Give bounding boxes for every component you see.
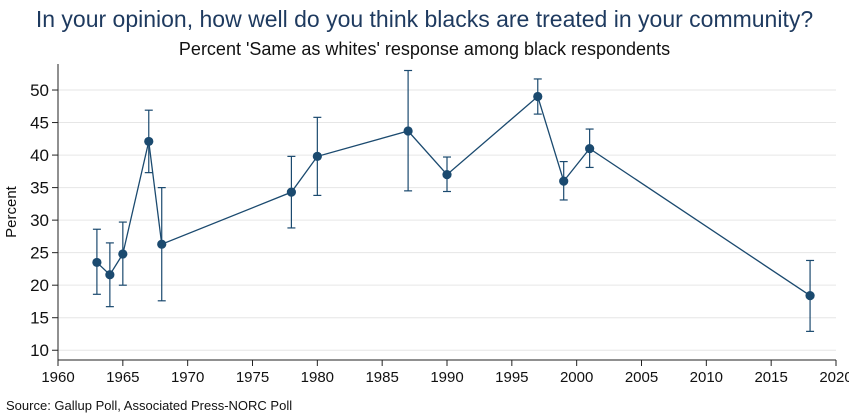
y-tick-label: 25 [30, 244, 49, 263]
gridlines [58, 89, 836, 351]
x-tick-label: 2020 [819, 369, 849, 386]
y-tick-label: 20 [30, 276, 49, 295]
data-point [442, 169, 452, 180]
y-tick-label: 40 [30, 146, 49, 165]
data-point [585, 143, 595, 154]
x-tick-label: 1990 [430, 369, 463, 386]
axes: 10 15 20 25 30 35 40 45 50 1960 1965 1970 1975 1980 19… [3, 64, 849, 386]
data-point [559, 176, 569, 186]
data-point [92, 257, 102, 268]
series-line [96, 95, 811, 297]
data-point [118, 249, 128, 259]
y-tick-label: 15 [30, 309, 49, 328]
data-point [805, 290, 815, 301]
y-tick-label: 35 [30, 179, 49, 198]
data-point [312, 151, 322, 161]
x-tick-label: 2015 [754, 369, 787, 386]
data-point [533, 91, 543, 102]
x-tick-label: 1975 [236, 369, 269, 386]
chart-subtitle: Percent 'Same as whites' response among … [178, 39, 671, 59]
source-note: Source: Gallup Poll, Associated Press-NO… [6, 398, 293, 413]
x-tick-label: 1995 [495, 369, 528, 386]
data-point [403, 126, 413, 136]
chart-title: In your opinion, how well do you think b… [35, 6, 814, 32]
x-tick-label: 1965 [106, 369, 139, 386]
x-tick-label: 1960 [41, 369, 74, 386]
y-tick-label: 10 [30, 341, 49, 360]
data-point [286, 187, 296, 197]
x-tick-label: 1980 [301, 369, 334, 386]
x-tick-label: 2000 [560, 369, 593, 386]
data-point [157, 239, 167, 249]
x-tick-label: 2005 [625, 369, 658, 386]
y-tick-label: 45 [30, 114, 49, 133]
x-tick-label: 1985 [365, 369, 398, 386]
y-tick-label: 50 [30, 81, 49, 100]
data-series [92, 69, 815, 332]
y-tick-label: 30 [30, 211, 49, 230]
data-point [144, 136, 154, 147]
x-tick-label: 2010 [690, 369, 723, 386]
x-tick-label: 1970 [171, 369, 204, 386]
data-point [105, 270, 115, 280]
y-axis-label: Percent [3, 185, 20, 238]
